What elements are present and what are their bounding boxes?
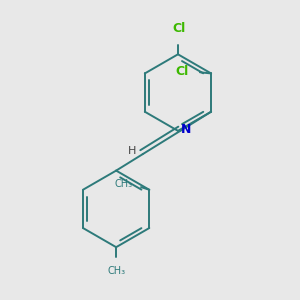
Text: Cl: Cl <box>172 22 185 34</box>
Text: CH₃: CH₃ <box>114 179 133 190</box>
Text: Cl: Cl <box>175 64 188 78</box>
Text: CH₃: CH₃ <box>107 266 125 276</box>
Text: H: H <box>128 146 136 156</box>
Text: N: N <box>181 123 191 136</box>
